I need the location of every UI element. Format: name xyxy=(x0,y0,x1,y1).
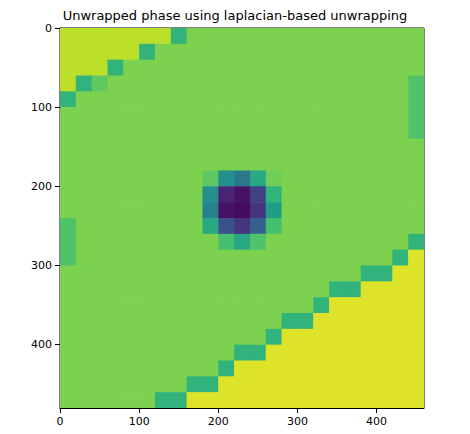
svg-text:100: 100 xyxy=(129,415,150,428)
svg-text:100: 100 xyxy=(31,101,52,114)
svg-text:Unwrapped phase using laplacia: Unwrapped phase using laplacian-based un… xyxy=(63,8,408,23)
svg-text:0: 0 xyxy=(57,415,64,428)
svg-text:300: 300 xyxy=(31,259,52,272)
svg-text:400: 400 xyxy=(366,415,387,428)
svg-text:200: 200 xyxy=(31,180,52,193)
svg-text:400: 400 xyxy=(31,338,52,351)
svg-text:300: 300 xyxy=(287,415,308,428)
svg-text:0: 0 xyxy=(45,22,52,35)
svg-text:200: 200 xyxy=(208,415,229,428)
